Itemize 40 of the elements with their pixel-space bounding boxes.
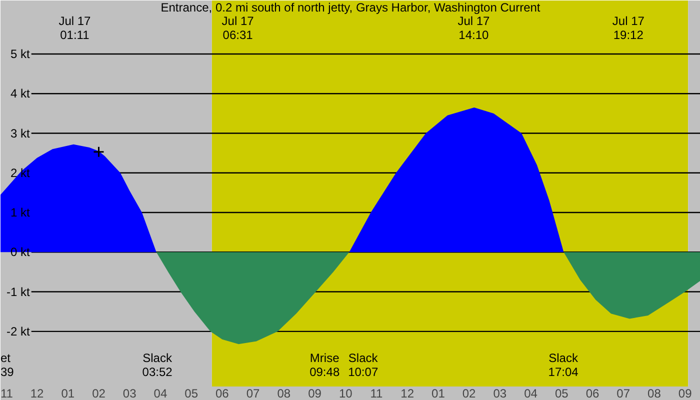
annotation: Mrise 09:48 — [310, 350, 340, 379]
x-tick-label: 12 — [30, 386, 44, 400]
x-tick-label: 10 — [338, 386, 353, 400]
y-tick-label: -2 kt — [6, 324, 30, 338]
x-tick-label: 08 — [277, 386, 291, 400]
x-tick-label: 06 — [216, 386, 230, 400]
x-tick-label: 07 — [616, 386, 630, 400]
x-tick-label: 11 — [0, 386, 14, 400]
annotation: Jul 17 01:11 — [58, 14, 92, 42]
x-tick-label: 06 — [586, 386, 600, 400]
x-tick-label: 01 — [432, 386, 446, 400]
x-tick-label: 07 — [246, 386, 260, 400]
annotation: Slack 03:52 — [142, 350, 173, 379]
x-tick-label: 12 — [400, 386, 414, 400]
annotation: Slack 10:07 — [348, 350, 379, 379]
annotation: et 39 — [0, 350, 14, 379]
x-tick-label: 09 — [678, 386, 692, 400]
y-tick-label: -1 kt — [6, 284, 30, 299]
y-tick-label: 1 kt — [10, 206, 30, 220]
y-tick-label: 5 kt — [10, 47, 30, 61]
annotation: Jul 17 14:10 — [458, 14, 490, 42]
y-tick-label: 2 kt — [10, 166, 30, 180]
y-tick-label: 3 kt — [10, 126, 30, 140]
annotation: Slack 17:04 — [548, 350, 579, 379]
x-tick-label: 09 — [308, 386, 322, 400]
x-tick-label: 04 — [524, 386, 538, 400]
x-tick-label: 02 — [92, 386, 106, 400]
x-tick-label: 01 — [61, 386, 75, 400]
x-tick-label: 03 — [122, 386, 137, 400]
x-tick-label: 05 — [184, 386, 198, 400]
chart-title: Entrance, 0.2 mi south of north jetty, Grays Harbor, Washington Current — [160, 0, 541, 14]
x-tick-label: 11 — [370, 386, 384, 400]
annotation: Jul 17 19:12 — [612, 14, 645, 42]
annotation: Jul 17 06:31 — [222, 14, 254, 42]
y-tick-label: 4 kt — [10, 86, 30, 101]
x-tick-label: 05 — [554, 386, 569, 400]
x-tick-label: 03 — [493, 386, 507, 400]
x-tick-label: 04 — [154, 386, 168, 400]
x-tick-label: 08 — [648, 386, 662, 400]
x-tick-label: 02 — [462, 386, 476, 400]
